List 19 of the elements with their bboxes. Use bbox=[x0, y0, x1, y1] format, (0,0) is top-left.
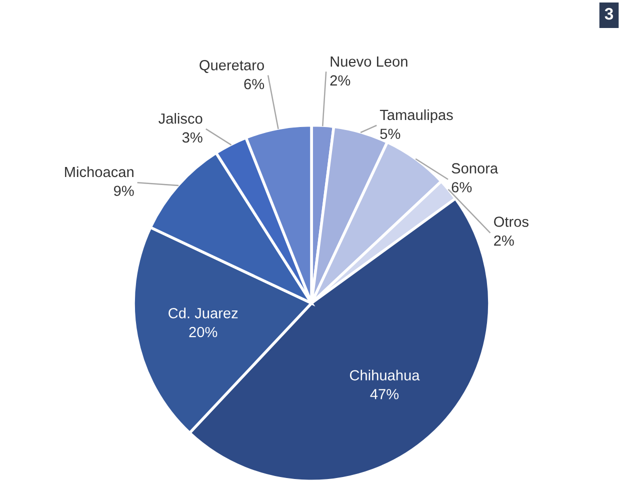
slice-label: Sonora bbox=[452, 163, 498, 174]
slice-label: Chihuahua bbox=[350, 370, 420, 380]
data-label: 5% bbox=[380, 128, 400, 139]
data-label: 6% bbox=[452, 182, 472, 192]
slice-label: Queretaro bbox=[200, 60, 264, 73]
slice-label: Nuevo Leon bbox=[330, 56, 408, 67]
text: 3 bbox=[604, 8, 614, 20]
slice-label: Jalisco bbox=[158, 113, 202, 124]
data-label: 47% bbox=[370, 389, 399, 400]
slice-label: Otros bbox=[494, 216, 528, 227]
slice-label: Cd. Juarez bbox=[168, 308, 238, 318]
data-label: 20% bbox=[189, 326, 218, 338]
slice-label: Tamaulipas bbox=[380, 109, 453, 123]
data-label: 9% bbox=[114, 186, 134, 196]
data-label: 3% bbox=[182, 132, 202, 143]
data-label: 2% bbox=[494, 235, 514, 246]
data-label: 6% bbox=[244, 78, 264, 90]
data-label: 2% bbox=[330, 75, 350, 86]
slice-label: Michoacan bbox=[65, 166, 134, 178]
